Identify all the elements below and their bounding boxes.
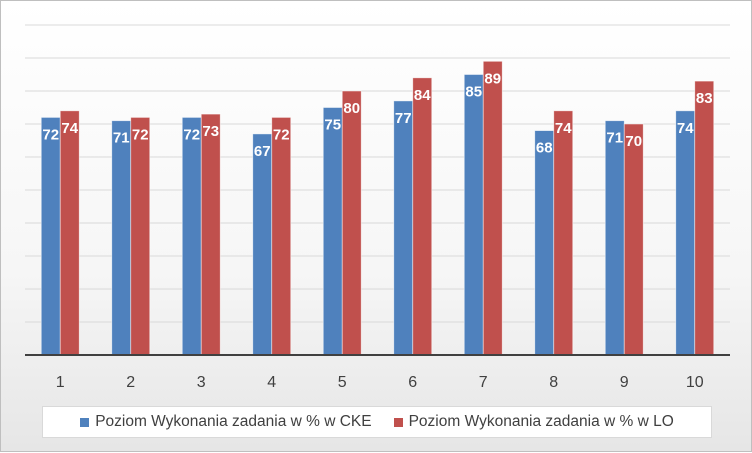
data-label: 85: [465, 84, 482, 101]
data-label: 74: [677, 120, 694, 137]
legend-label-cke: Poziom Wykonania zadania w % w CKE: [95, 413, 372, 430]
data-label: 89: [484, 70, 501, 87]
bar-cke: [322, 107, 343, 356]
bar-cke: [252, 133, 273, 356]
data-label: 72: [183, 126, 200, 143]
bar-lo: [623, 123, 644, 356]
data-label: 70: [625, 133, 642, 150]
bar-cke: [111, 120, 132, 356]
data-label: 77: [395, 110, 412, 127]
legend-item-cke: Poziom Wykonania zadania w % w CKE: [80, 413, 372, 431]
bar-cke: [675, 110, 696, 356]
data-label: 80: [343, 100, 360, 117]
x-tick-label: 5: [338, 374, 347, 391]
data-label: 84: [414, 87, 431, 104]
bar-lo: [341, 90, 362, 356]
legend-label-lo: Poziom Wykonania zadania w % w LO: [408, 413, 674, 430]
data-label: 73: [202, 123, 219, 140]
data-label: 68: [536, 140, 553, 157]
bar-lo: [200, 113, 221, 356]
x-tick-label: 7: [479, 374, 488, 391]
data-label: 75: [324, 117, 341, 134]
bar-lo: [59, 110, 80, 356]
data-label: 71: [606, 130, 623, 147]
x-tick-label: 2: [126, 374, 135, 391]
x-tick-label: 4: [267, 374, 276, 391]
bar-cke: [463, 74, 484, 356]
legend-swatch-lo: [393, 417, 403, 427]
bar-cke: [393, 100, 414, 356]
x-tick-label: 10: [686, 374, 704, 391]
bar-lo: [271, 117, 292, 356]
bar-lo: [553, 110, 574, 356]
data-label: 83: [696, 90, 713, 107]
data-label: 71: [113, 130, 130, 147]
bar-cke: [40, 117, 61, 356]
x-tick-label: 3: [197, 374, 206, 391]
data-label: 74: [555, 120, 572, 137]
bar-lo: [130, 117, 151, 356]
legend-item-lo: Poziom Wykonania zadania w % w LO: [393, 413, 674, 431]
legend-swatch-cke: [80, 417, 90, 427]
bar-cke: [534, 130, 555, 356]
data-label: 74: [61, 120, 78, 137]
x-tick-label: 9: [620, 374, 629, 391]
bar-lo: [412, 77, 433, 356]
data-label: 72: [42, 126, 59, 143]
x-tick-label: 6: [408, 374, 417, 391]
bar-cke: [181, 117, 202, 356]
bar-lo: [482, 60, 503, 356]
data-label: 67: [254, 143, 271, 160]
legend: Poziom Wykonania zadania w % w CKE Pozio…: [42, 406, 712, 438]
x-tick-label: 8: [549, 374, 558, 391]
bar-lo: [694, 80, 715, 356]
bar-cke: [604, 120, 625, 356]
x-tick-label: 1: [56, 374, 65, 391]
data-label: 72: [273, 126, 290, 143]
data-label: 72: [132, 126, 149, 143]
